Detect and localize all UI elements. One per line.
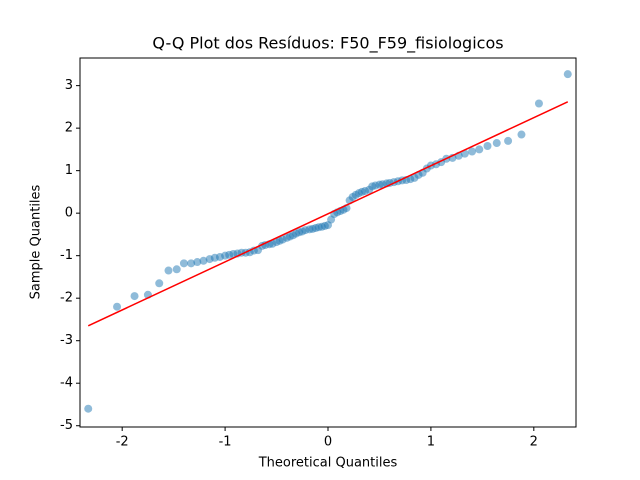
point (193, 258, 202, 267)
y-tick-label: -3 (60, 333, 73, 348)
chart-title: Q-Q Plot dos Resíduos: F50_F59_fisiologi… (152, 34, 503, 54)
point (155, 279, 164, 288)
y-tick-label: 2 (65, 121, 73, 136)
point (164, 266, 173, 275)
point (460, 149, 469, 158)
point (113, 302, 122, 311)
x-axis-label: Theoretical Quantiles (258, 456, 398, 471)
point (492, 139, 501, 148)
y-tick-label: 3 (65, 78, 73, 93)
x-tick-label: 0 (324, 435, 332, 450)
y-tick-label: -1 (60, 248, 73, 263)
point (199, 256, 208, 265)
y-tick-label: -5 (60, 418, 73, 433)
plot-frame (79, 57, 577, 428)
x-tick-label: -1 (219, 435, 232, 450)
x-tick-label: -2 (116, 435, 129, 450)
fit-line (87, 101, 569, 327)
point (534, 99, 543, 108)
y-axis-label: Sample Quantiles (29, 184, 44, 299)
point (187, 259, 196, 268)
y-tick-label: 1 (65, 163, 73, 178)
y-tick-label: -4 (60, 376, 73, 391)
point (130, 292, 139, 301)
point (483, 141, 492, 150)
point (504, 136, 513, 145)
point (517, 130, 526, 139)
point (179, 259, 188, 268)
point (172, 265, 181, 274)
y-tick-label: -2 (60, 291, 73, 306)
point (563, 70, 572, 79)
point (468, 147, 477, 156)
x-tick-label: 1 (427, 435, 435, 450)
point (475, 145, 484, 154)
x-tick-label: 2 (530, 435, 538, 450)
y-tick-label: 0 (65, 206, 73, 221)
point (84, 404, 93, 413)
